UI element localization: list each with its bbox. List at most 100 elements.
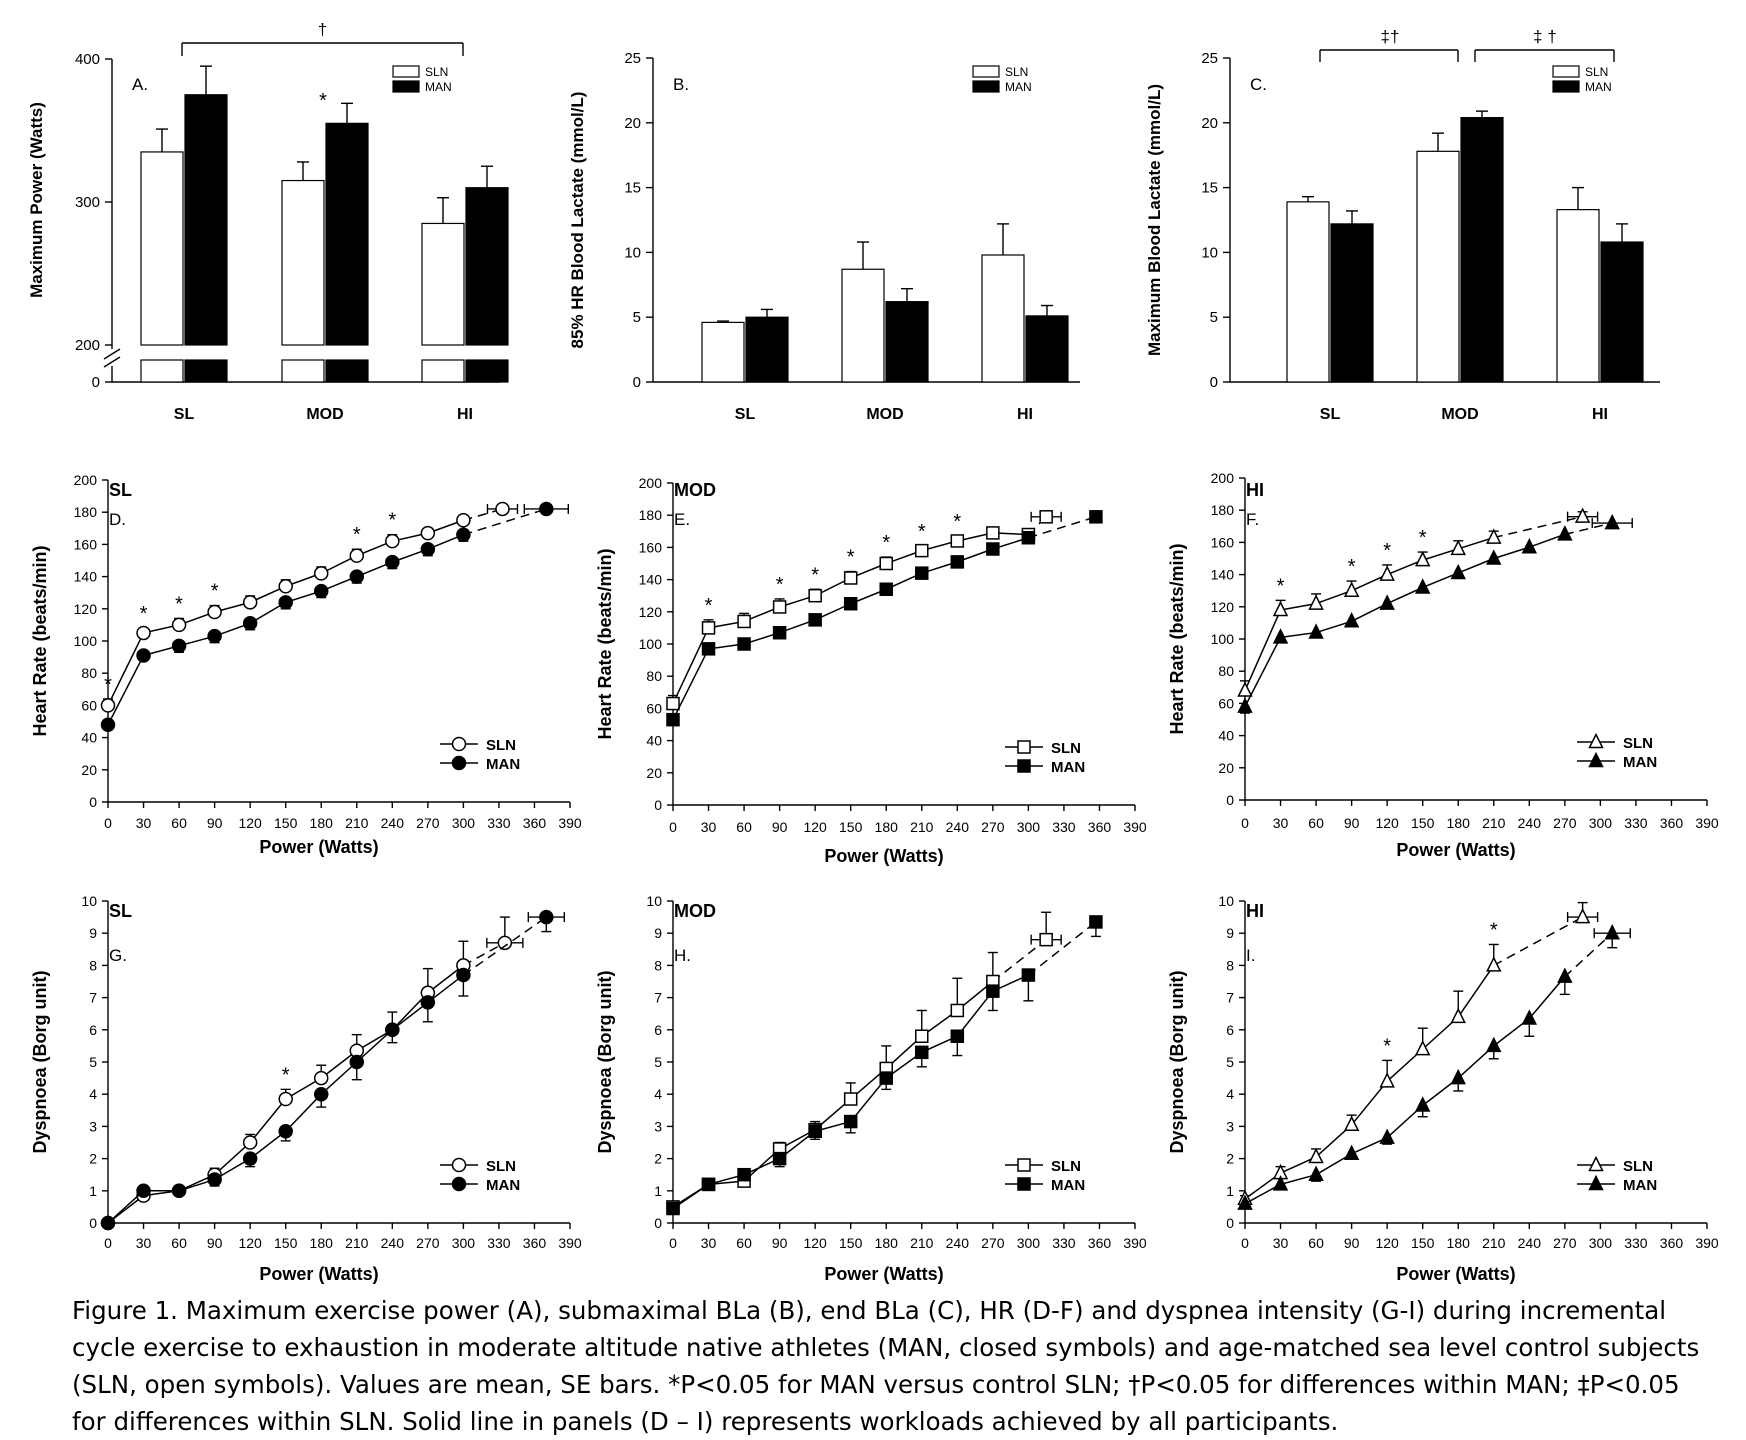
x-tick-label: 210	[910, 1235, 934, 1251]
panel-title: SL	[109, 901, 132, 921]
x-tick-label: 30	[1273, 1235, 1289, 1251]
series-line-sln	[1351, 1080, 1388, 1126]
series-line-man	[1244, 637, 1282, 707]
series-line-sln	[1244, 609, 1282, 691]
x-tick-label: 120	[803, 1235, 827, 1251]
legend-marker-man	[1017, 1177, 1031, 1191]
y-tick-label: 10	[1218, 893, 1234, 909]
x-category-label: SL	[735, 406, 756, 423]
y-tick-label: 40	[646, 733, 662, 749]
y-tick-label: 120	[1211, 599, 1235, 615]
y-tick-label: 80	[1218, 663, 1234, 679]
bar-sln	[1416, 150, 1460, 383]
series-line-man	[1493, 546, 1530, 560]
series-line-man	[1027, 921, 1097, 976]
y-tick-label: 140	[74, 569, 98, 585]
series-line-man	[1028, 516, 1097, 539]
asterisk-marker: *	[1277, 575, 1285, 597]
x-tick-label: 150	[839, 1235, 863, 1251]
x-tick-label: 180	[1447, 1235, 1471, 1251]
data-point-sln	[242, 1135, 258, 1150]
series-line-man	[1457, 557, 1495, 574]
y-tick-label: 200	[74, 472, 98, 488]
y-axis-label: Maximum Blood Lactate (mmol/L)	[1145, 84, 1164, 356]
line-panel-h: 0 1 2 3 4 5 6 7 8 9 10 0 30 60 90 120 150 180 210 240 270 300…	[595, 893, 1147, 1284]
data-point-sln	[1039, 510, 1053, 524]
data-point-man	[1021, 530, 1036, 545]
x-tick-label: 0	[669, 819, 677, 835]
data-point-man	[420, 541, 436, 557]
y-tick-label: 20	[646, 765, 662, 781]
x-tick-label: 90	[772, 819, 788, 835]
x-tick-label: 180	[1447, 815, 1471, 831]
data-point-sln	[278, 579, 293, 594]
data-point-man	[313, 583, 329, 599]
double-dagger-marker: ‡ †	[1533, 27, 1557, 46]
y-tick-label: 400	[75, 51, 100, 68]
data-point-sln	[915, 1029, 929, 1043]
data-point-sln	[1237, 681, 1253, 697]
data-point-man	[843, 597, 858, 611]
x-tick-label: 60	[171, 815, 187, 831]
y-tick-label: 9	[654, 925, 662, 941]
x-tick-label: 390	[558, 815, 582, 831]
y-tick-label: 0	[1226, 792, 1234, 808]
data-point-man	[539, 909, 554, 925]
x-tick-label: 30	[136, 815, 152, 831]
bar-sln	[701, 321, 745, 383]
data-point-sln	[950, 534, 965, 548]
x-tick-label: 390	[1695, 1235, 1719, 1251]
y-tick-label: 0	[633, 374, 641, 391]
x-tick-label: 240	[1518, 815, 1542, 831]
y-tick-label: 80	[81, 665, 97, 681]
x-tick-label: 90	[772, 1235, 788, 1251]
data-point-sln	[136, 625, 151, 641]
y-tick-label: 8	[1226, 957, 1234, 973]
y-tick-label: 20	[1201, 115, 1218, 132]
y-tick-label: 20	[1218, 760, 1234, 776]
y-tick-label: 10	[646, 893, 662, 909]
data-point-man	[1486, 1036, 1502, 1053]
y-tick-label: 40	[81, 730, 97, 746]
y-tick-label: 180	[74, 504, 98, 520]
series-line-man	[320, 1061, 358, 1095]
data-point-sln	[1272, 600, 1289, 617]
x-tick-label: 360	[1660, 1235, 1684, 1251]
y-tick-label: 6	[1226, 1022, 1234, 1038]
data-point-man	[242, 616, 258, 631]
series-line-sln	[1280, 602, 1317, 611]
data-point-sln	[915, 543, 929, 558]
panel-title: SL	[109, 480, 132, 500]
y-tick-label: 6	[654, 1022, 662, 1038]
y-axis-label: Maximum Power (Watts)	[27, 102, 46, 298]
data-point-man	[385, 554, 400, 570]
x-tick-label: 0	[669, 1235, 677, 1251]
data-point-man	[1272, 1175, 1289, 1191]
x-tick-label: 270	[416, 815, 440, 831]
bar-man	[1600, 241, 1644, 383]
x-category-label: MOD	[306, 406, 343, 423]
legend-label-man: MAN	[1051, 1177, 1085, 1194]
y-tick-label: 20	[81, 762, 97, 778]
x-tick-label: 210	[345, 1235, 369, 1251]
data-point-man	[772, 1151, 787, 1166]
bar-sln	[1556, 209, 1600, 383]
x-tick-label: 360	[523, 815, 547, 831]
y-tick-label: 5	[654, 1054, 662, 1070]
x-category-label: HI	[1592, 406, 1608, 423]
line-panel-f: 0 20 40 60 80 100 120 140 160 180 200 0 30 60 90 120 150…	[1167, 470, 1719, 860]
x-tick-label: 30	[701, 819, 717, 835]
x-tick-label: 180	[875, 819, 899, 835]
data-point-sln	[1379, 565, 1395, 581]
legend-label-man: MAN	[1623, 1177, 1657, 1194]
y-axis-label: Heart Rate (beats/min)	[595, 548, 615, 739]
series-line-man	[391, 1001, 429, 1031]
data-point-sln	[313, 566, 329, 581]
data-point-sln	[1414, 1039, 1431, 1056]
y-tick-label: 0	[654, 797, 662, 813]
data-point-man	[1604, 924, 1620, 940]
legend-marker-man	[1588, 751, 1604, 768]
series-line-sln	[1493, 916, 1583, 967]
line-panel-d: 0 20 40 60 80 100 120 140 160 180 200 0 30 60 90 120 150…	[30, 472, 582, 857]
data-point-man	[278, 595, 293, 610]
